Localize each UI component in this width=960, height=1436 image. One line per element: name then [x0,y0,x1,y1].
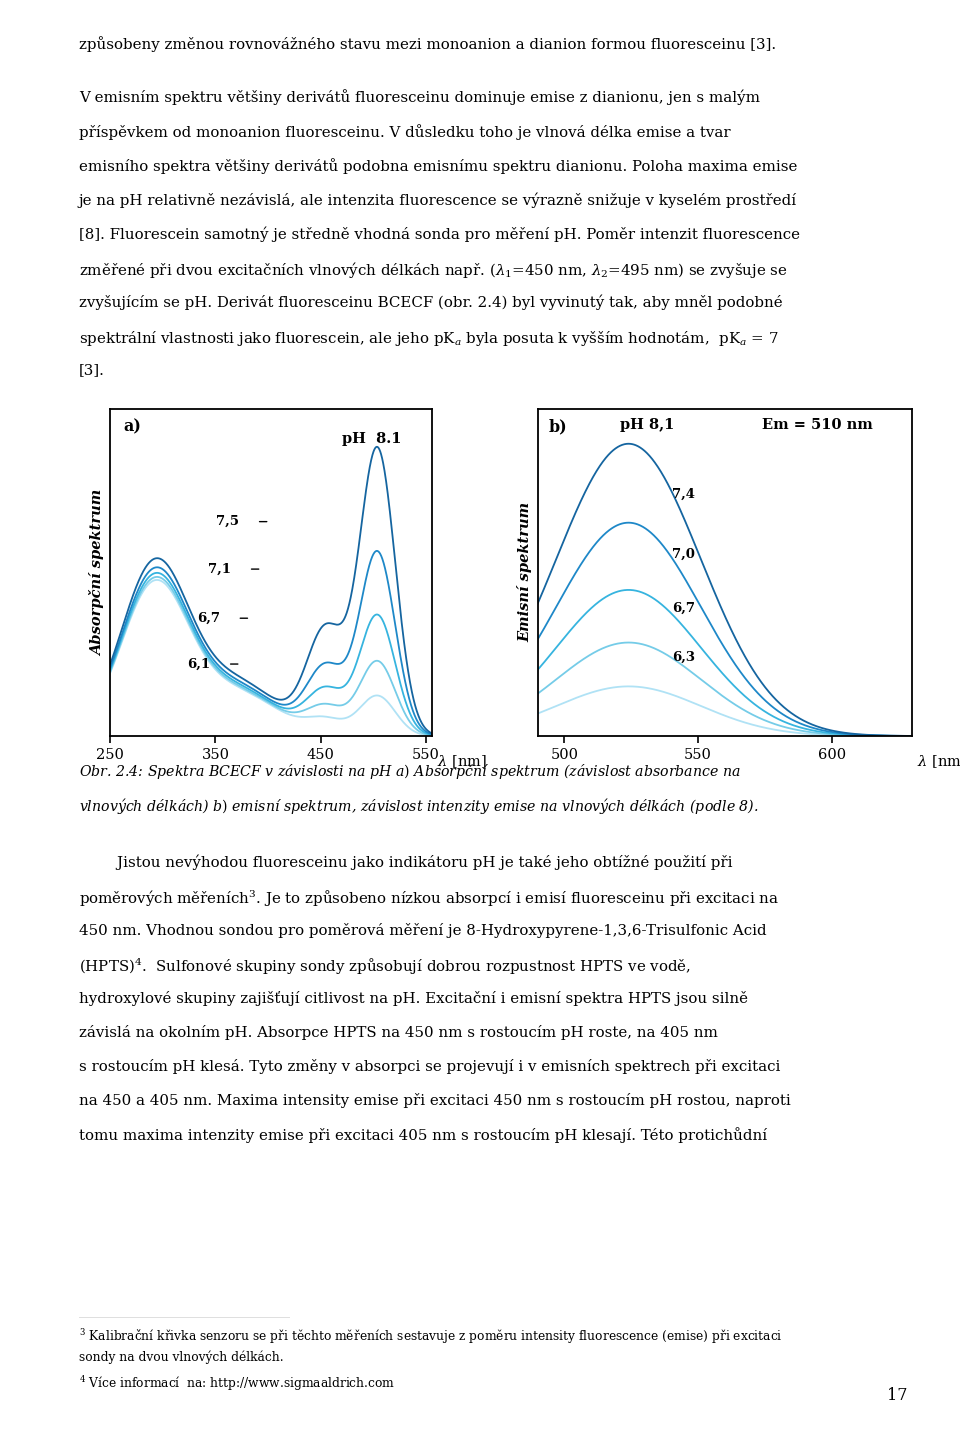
Text: s rostoucím pH klesá. Tyto změny v absorpci se projevují i v emisních spektrech : s rostoucím pH klesá. Tyto změny v absor… [79,1060,780,1074]
Text: b): b) [549,418,567,435]
Text: emisního spektra většiny derivátů podobna emisnímu spektru dianionu. Poloha maxi: emisního spektra většiny derivátů podobn… [79,158,797,174]
Text: Em = 510 nm: Em = 510 nm [762,418,873,432]
Text: $^3$ Kalibrační křivka senzoru se při těchto měřeních sestavuje z poměru intensi: $^3$ Kalibrační křivka senzoru se při tě… [79,1327,782,1346]
Text: 6,1: 6,1 [187,658,210,671]
Text: je na pH relativně nezávislá, ale intenzita fluorescence se výrazně snižuje v ky: je na pH relativně nezávislá, ale intenz… [79,192,797,208]
Text: pH  8.1: pH 8.1 [342,432,401,445]
Text: změřené při dvou excitačních vlnových délkách např. ($\lambda_1$=450 nm, $\lambd: změřené při dvou excitačních vlnových dé… [79,260,787,280]
Text: způsobeny změnou rovnovážného stavu mezi monoanion a dianion formou fluoresceinu: způsobeny změnou rovnovážného stavu mezi… [79,36,776,53]
Text: 7,0: 7,0 [672,549,695,561]
Text: 6,3: 6,3 [672,651,695,663]
Text: Obr. 2.4: Spektra BCECF v závislosti na pH $\it{a)}$ Absorpční spektrum (závislo: Obr. 2.4: Spektra BCECF v závislosti na … [79,763,740,781]
Text: spektrální vlastnosti jako fluorescein, ale jeho pK$_a$ byla posuta k vyšším hod: spektrální vlastnosti jako fluorescein, … [79,329,779,348]
Text: 6,7: 6,7 [197,612,220,625]
Y-axis label: Absorpční spektrum: Absorpční spektrum [90,490,105,655]
Text: hydroxylové skupiny zajišťují citlivost na pH. Excitační i emisní spektra HPTS j: hydroxylové skupiny zajišťují citlivost … [79,991,748,1005]
Text: 7,4: 7,4 [672,487,695,500]
Text: 7,1: 7,1 [208,563,231,576]
Text: 7,5: 7,5 [216,516,239,528]
Text: a): a) [123,418,141,435]
Text: na 450 a 405 nm. Maxima intensity emise při excitaci 450 nm s rostoucím pH rosto: na 450 a 405 nm. Maxima intensity emise … [79,1093,790,1109]
Text: (HPTS)$^4$.  Sulfonové skupiny sondy způsobují dobrou rozpustnost HPTS ve vodě,: (HPTS)$^4$. Sulfonové skupiny sondy způs… [79,956,690,976]
Text: [8]. Fluorescein samotný je středně vhodná sonda pro měření pH. Poměr intenzit f: [8]. Fluorescein samotný je středně vhod… [79,227,800,241]
Text: $^4$ Více informací  na: http://www.sigmaaldrich.com: $^4$ Více informací na: http://www.sigma… [79,1374,395,1393]
Text: 17: 17 [887,1387,908,1404]
Text: tomu maxima intenzity emise při excitaci 405 nm s rostoucím pH klesají. Této pro: tomu maxima intenzity emise při excitaci… [79,1127,767,1143]
Text: $\lambda$ [nm]: $\lambda$ [nm] [917,754,960,770]
Text: závislá na okolním pH. Absorpce HPTS na 450 nm s rostoucím pH roste, na 405 nm: závislá na okolním pH. Absorpce HPTS na … [79,1025,717,1040]
Text: Jistou nevýhodou fluoresceinu jako indikátoru pH je také jeho obtížné použití př: Jistou nevýhodou fluoresceinu jako indik… [79,854,732,870]
Text: příspěvkem od monoanion fluoresceinu. V důsledku toho je vlnová délka emise a tv: příspěvkem od monoanion fluoresceinu. V … [79,123,731,139]
Text: sondy na dvou vlnových délkách.: sondy na dvou vlnových délkách. [79,1350,283,1364]
Text: zvyšujícím se pH. Derivát fluoresceinu BCECF (obr. 2.4) byl vyvinutý tak, aby mn: zvyšujícím se pH. Derivát fluoresceinu B… [79,294,782,310]
Text: pH 8,1: pH 8,1 [620,418,674,432]
Text: 450 nm. Vhodnou sondou pro poměrová měření je 8-Hydroxypyrene-1,3,6-Trisulfonic : 450 nm. Vhodnou sondou pro poměrová měře… [79,922,766,938]
Y-axis label: Emisní spektrum: Emisní spektrum [517,503,532,642]
Text: poměrových měřeních$^3$. Je to způsobeno nízkou absorpcí i emisí fluoresceinu př: poměrových měřeních$^3$. Je to způsobeno… [79,889,779,909]
Text: vlnových délkách) $\it{b)}$ emisní spektrum, závislost intenzity emise na vlnový: vlnových délkách) $\it{b)}$ emisní spekt… [79,796,758,816]
Text: 6,7: 6,7 [672,602,695,615]
Text: V emisním spektru většiny derivátů fluoresceinu dominuje emise z dianionu, jen s: V emisním spektru většiny derivátů fluor… [79,89,759,105]
Text: $\lambda$ [nm]: $\lambda$ [nm] [437,754,487,770]
Text: [3].: [3]. [79,363,105,378]
